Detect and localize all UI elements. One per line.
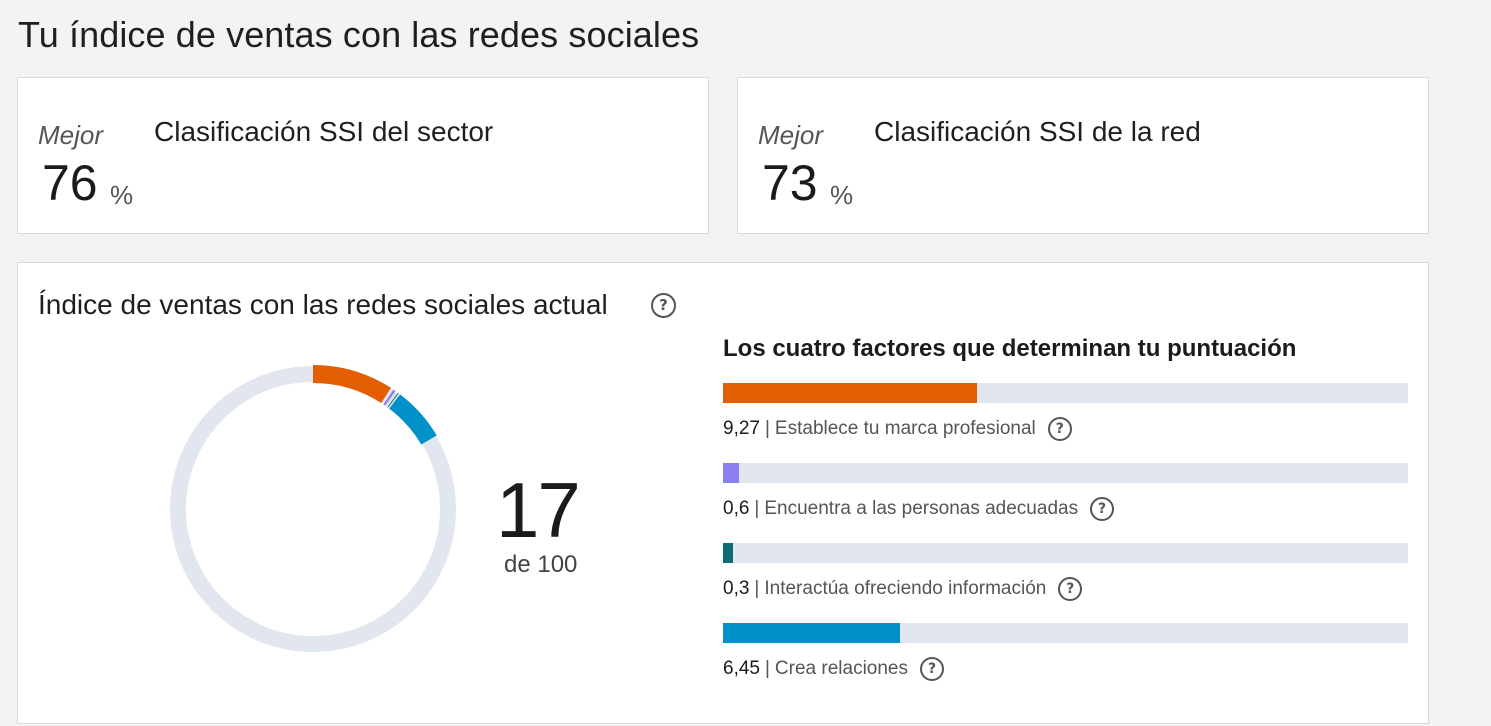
factor-separator: | bbox=[764, 418, 770, 439]
current-ssi-title: Índice de ventas con las redes sociales … bbox=[38, 289, 608, 320]
factor-relationships-caption: 6,45 | Crea relaciones ? bbox=[723, 657, 1408, 681]
question-circle-icon[interactable]: ? bbox=[920, 657, 944, 681]
question-circle-icon[interactable]: ? bbox=[1047, 417, 1072, 441]
factor-relationships-track bbox=[723, 623, 1408, 643]
factor-separator: | bbox=[764, 658, 770, 679]
factor-people-track bbox=[723, 463, 1408, 483]
factor-brand: 9,27 | Establece tu marca profesional ? bbox=[723, 383, 1408, 441]
current-ssi-card: Índice de ventas con las redes sociales … bbox=[17, 262, 1429, 724]
question-circle-icon[interactable]: ? bbox=[1058, 577, 1083, 601]
factor-brand-track bbox=[723, 383, 1408, 403]
factor-engage-caption: 0,3 | Interactúa ofreciendo información … bbox=[723, 577, 1408, 601]
factors-title: Los cuatro factores que determinan tu pu… bbox=[723, 335, 1297, 362]
network-ranking-value: 73 bbox=[762, 155, 818, 211]
factor-relationships-fill bbox=[723, 623, 900, 643]
sector-ranking-value: 76 bbox=[42, 155, 98, 211]
donut-segment-people bbox=[383, 389, 396, 406]
network-ranking-title: Clasificación SSI de la red bbox=[874, 116, 1201, 147]
donut-segment-engage bbox=[387, 392, 399, 408]
factor-people-label: Encuentra a las personas adecuadas bbox=[764, 498, 1079, 519]
factor-brand-fill bbox=[723, 383, 977, 403]
factor-brand-caption: 9,27 | Establece tu marca profesional ? bbox=[723, 417, 1408, 441]
network-ranking-unit: % bbox=[830, 180, 854, 210]
question-circle-icon[interactable]: ? bbox=[651, 293, 676, 318]
network-ranking-label: Mejor bbox=[758, 120, 824, 150]
sector-ranking-label: Mejor bbox=[38, 120, 104, 150]
ssi-score-denominator: de 100 bbox=[504, 551, 578, 578]
ssi-score: 17 bbox=[496, 466, 581, 554]
factor-separator: | bbox=[754, 498, 760, 519]
factor-relationships-label: Crea relaciones bbox=[774, 658, 908, 679]
donut-segment-brand bbox=[312, 365, 391, 404]
ssi-donut-chart bbox=[170, 365, 456, 652]
factor-brand-score: 9,27 bbox=[723, 418, 760, 439]
factor-engage-label: Interactúa ofreciendo información bbox=[764, 578, 1047, 599]
network-ranking-card: Mejor 73 % Clasificación SSI de la red bbox=[737, 77, 1429, 234]
sector-ranking-unit: % bbox=[110, 180, 134, 210]
factor-people-score: 0,6 bbox=[723, 498, 750, 519]
factor-people-caption: 0,6 | Encuentra a las personas adecuadas… bbox=[723, 497, 1408, 521]
factor-brand-label: Establece tu marca profesional bbox=[774, 418, 1036, 439]
factor-people-fill bbox=[723, 463, 740, 483]
factor-engage-fill bbox=[723, 543, 734, 563]
sector-ranking-card: Mejor 76 % Clasificación SSI del sector bbox=[17, 77, 709, 234]
factor-people: 0,6 | Encuentra a las personas adecuadas… bbox=[723, 463, 1408, 521]
factor-engage: 0,3 | Interactúa ofreciendo información … bbox=[723, 543, 1408, 601]
factor-relationships: 6,45 | Crea relaciones ? bbox=[723, 623, 1408, 681]
sector-ranking-title: Clasificación SSI del sector bbox=[154, 116, 494, 147]
page-title: Tu índice de ventas con las redes social… bbox=[18, 14, 700, 55]
donut-segment-relationships bbox=[389, 394, 437, 445]
factor-engage-score: 0,3 bbox=[723, 578, 750, 599]
donut-segments bbox=[312, 365, 437, 445]
factor-engage-track bbox=[723, 543, 1408, 563]
factor-separator: | bbox=[754, 578, 760, 599]
question-circle-icon[interactable]: ? bbox=[1090, 497, 1115, 521]
factor-relationships-score: 6,45 bbox=[723, 658, 760, 679]
